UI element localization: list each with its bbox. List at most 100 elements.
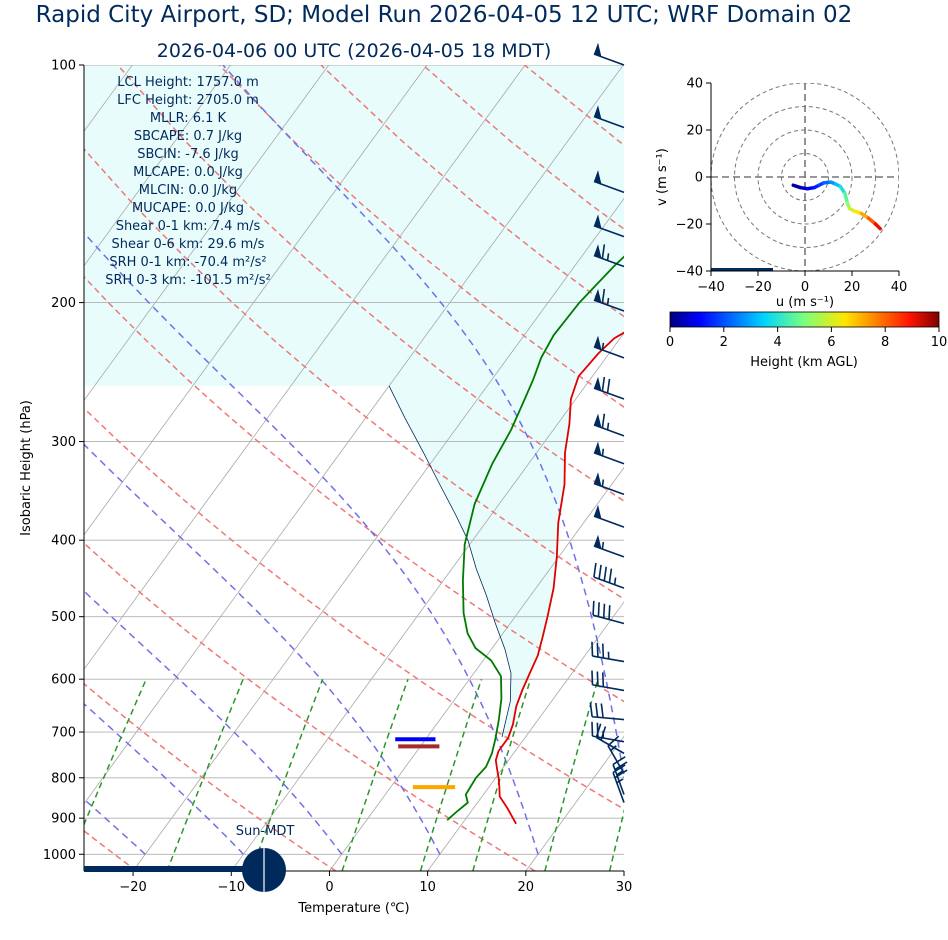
sun-time-indicator: Sun-MDT [84,824,294,892]
barb-staff [594,54,624,65]
cbar-tick-label-4: 4 [773,335,781,350]
wind-barb-21 [613,757,627,795]
colorbar-label: Height (km AGL) [750,355,858,370]
barb-flag [602,377,604,391]
barb-staff [594,453,624,464]
hodograph-grid [711,83,899,271]
barb-flag [609,605,610,619]
wind-barb-8 [594,414,624,436]
index-line-2: MLLR: 6.1 K [150,111,227,126]
y-tick-label-700: 700 [51,726,76,741]
x-tick-label-30: 30 [616,880,633,895]
hodo-x-tick-label-20: 20 [844,280,861,295]
mixing-ratio-0.4 [64,679,146,871]
hodo-y-axis-label: v (m s⁻¹) [655,148,670,206]
barb-flag [593,601,594,615]
barb-flag [592,671,593,685]
x-axis-label: Temperature (℃) [297,901,409,916]
cbar-tick-label-0: 0 [666,335,674,350]
y-tick-label-900: 900 [51,812,76,827]
mixing-ratio-4 [342,679,408,871]
barb-flag [597,672,598,686]
barb-flag [598,602,599,616]
barb-half [615,578,616,585]
barb-staff [594,483,624,494]
wind-barb-15 [592,642,624,662]
sun-label: Sun-MDT [236,824,295,839]
y-tick-label-200: 200 [51,296,76,311]
x-tick-label-20: 20 [518,880,535,895]
barb-flag [594,563,596,577]
wind-barb-13 [594,563,624,588]
hodo-y-tick-label-0: 0 [695,171,703,186]
index-line-5: MLCAPE: 0.0 J/kg [133,165,243,180]
level-markers-layer [395,739,455,787]
wind-barb-16 [592,671,624,691]
barb-staff [594,425,624,436]
hodo-y-tick-label-20: 20 [686,124,703,139]
dry-adiabat-530 [931,65,948,871]
mixing-ratio-10 [473,679,531,871]
barb-flag [608,379,610,393]
isotherm-40 [722,65,948,871]
wind-barb-9 [594,441,624,463]
barb-flag [601,704,603,718]
barb-flag [597,643,598,657]
hodo-x-tick-label--20: −20 [744,280,771,295]
x-tick-label--20: −20 [119,880,146,895]
barb-flag [609,569,611,583]
hodo-x-tick-label-40: 40 [891,280,908,295]
mixing-ratio-16 [545,679,598,871]
barb-half [608,298,609,305]
hodo-x-tick-label-0: 0 [801,280,809,295]
index-line-9: Shear 0-6 km: 29.6 m/s [112,237,265,252]
cbar-tick-label-6: 6 [827,335,835,350]
barb-half [608,253,609,260]
barb-flag [590,703,592,717]
barb-half [602,449,603,456]
barb-staff [594,546,624,557]
hodo-x-tick-label--40: −40 [697,280,724,295]
index-line-11: SRH 0-3 km: -101.5 m²/s² [105,273,271,288]
hodo-y-tick-label--40: −40 [676,265,703,280]
moist-adiabat-40 [637,65,734,854]
wind-barb-17 [590,703,624,720]
barb-flag [602,414,604,428]
x-tick-label--10: −10 [218,880,245,895]
y-tick-label-500: 500 [51,610,76,625]
barb-staff [594,516,624,527]
barb-half [602,542,603,549]
x-tick-label-0: 0 [325,880,333,895]
index-line-1: LFC Height: 2705.0 m [117,93,259,108]
y-tick-label-100: 100 [51,59,76,74]
cbar-tick-label-2: 2 [720,335,728,350]
barb-flag [599,565,601,579]
wind-barb-14 [593,601,624,624]
barb-staff [594,388,624,399]
y-tick-label-600: 600 [51,673,76,688]
mixing-ratio-7 [421,679,482,871]
barb-flag [592,722,593,736]
sun-bar [84,866,264,872]
barb-flag [604,567,606,581]
hodograph-trace [793,182,880,229]
barb-flag [592,642,593,656]
hodo-segment-16 [876,224,881,229]
chart-subtitle: 2026-04-06 00 UTC (2026-04-05 18 MDT) [157,40,552,62]
index-line-0: LCL Height: 1757.0 m [117,75,258,90]
barb-half [602,343,603,350]
y-tick-label-300: 300 [51,435,76,450]
index-line-6: MLCIN: 0.0 J/kg [139,183,237,198]
wind-barb-7 [594,377,624,399]
hodo-y-tick-label--20: −20 [676,218,703,233]
y-tick-label-1000: 1000 [43,848,76,863]
barb-half [608,423,609,430]
colorbar-gradient [670,312,939,327]
index-line-8: Shear 0-1 km: 7.4 m/s [116,219,261,234]
dry-adiabat-470 [626,65,948,871]
index-line-4: SBCIN: -7.6 J/kg [137,147,239,162]
